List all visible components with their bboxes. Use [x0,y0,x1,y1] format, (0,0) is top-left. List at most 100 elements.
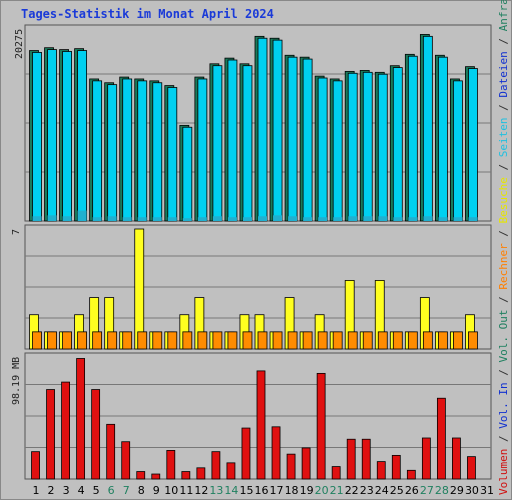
seiten-bar-2 [47,215,57,221]
dateien-bar-4 [77,50,88,222]
dateien-bar-5 [92,80,103,222]
x-label-12: 12 [194,484,208,497]
volumen-bar-6 [106,423,116,480]
volumen-bar-23 [361,438,371,480]
rechner-bar-7 [122,331,133,350]
rechner-bar-1 [32,331,42,350]
seiten-bar-7 [122,217,132,221]
seiten-bar-16 [258,216,267,221]
seiten-bar-11 [182,218,192,221]
besuche-bar-8 [134,228,145,350]
dateien-bar-23 [362,71,373,222]
x-label-2: 2 [48,484,55,497]
x-label-13: 13 [209,484,223,497]
dateien-bar-3 [62,51,72,222]
volumen-bar-2 [46,389,55,480]
seiten-bar-28 [438,217,448,221]
seiten-bar-12 [197,217,207,221]
dateien-bar-29 [453,80,463,222]
seiten-bar-15 [242,217,252,221]
rechner-bar-25 [392,331,403,350]
dateien-bar-14 [227,59,238,222]
dateien-bar-2 [47,49,57,222]
x-label-1: 1 [33,484,40,497]
volumen-bar-7 [121,441,131,480]
volumen-bar-8 [136,471,146,480]
rechner-bar-3 [62,331,72,350]
x-label-24: 24 [375,484,389,497]
x-label-16: 16 [255,484,269,497]
rechner-bar-9 [152,331,163,350]
x-label-8: 8 [138,484,145,497]
seiten-bar-29 [453,217,463,221]
rechner-bar-2 [47,331,57,350]
volumen-bar-11 [181,471,191,480]
x-label-6: 6 [108,484,115,497]
volumen-bar-24 [376,461,386,480]
volumen-bar-16 [256,370,266,480]
volumen-bar-20 [316,372,326,480]
volumen-bar-5 [91,389,101,480]
volumen-bar-25 [391,454,401,480]
rechner-bar-11 [182,331,193,350]
rechner-bar-5 [92,331,103,350]
dateien-bar-26 [407,55,418,222]
x-label-28: 28 [435,484,449,497]
dateien-bar-11 [182,126,193,222]
x-label-19: 19 [300,484,314,497]
volumen-bar-26 [406,469,416,480]
x-label-4: 4 [78,484,85,497]
rechner-bar-18 [287,331,298,350]
seiten-bar-22 [348,216,358,221]
seiten-bar-1 [32,216,42,221]
rechner-bar-4 [77,331,88,350]
seiten-bar-18 [288,216,298,221]
volumen-bar-4 [76,358,86,480]
seiten-bar-26 [408,217,418,221]
rechner-bar-15 [242,331,253,350]
seiten-bar-19 [303,217,313,221]
rechner-bar-26 [407,331,418,350]
dateien-bar-30 [468,68,478,222]
volumen-bar-14 [226,462,236,480]
seiten-bar-14 [227,217,237,221]
rechner-bar-20 [317,331,328,350]
seiten-bar-8 [137,217,147,221]
x-label-20: 20 [315,484,329,497]
rechner-bar-23 [362,331,373,350]
volumen-bar-1 [31,451,40,480]
seiten-bar-3 [62,216,72,221]
rechner-bar-16 [257,331,268,350]
x-label-14: 14 [224,484,238,497]
rechner-bar-13 [212,331,223,350]
x-label-3: 3 [63,484,70,497]
x-label-29: 29 [450,484,464,497]
seiten-bar-9 [152,217,162,221]
rechner-bar-14 [227,331,238,350]
dateien-bar-16 [257,37,268,222]
dateien-bar-20 [317,77,328,222]
volumen-bar-22 [346,438,356,480]
x-label-10: 10 [164,484,178,497]
dateien-bar-1 [32,52,42,222]
x-label-31: 31 [480,484,494,497]
seiten-bar-23 [363,216,373,221]
rechner-bar-27 [422,331,433,350]
dateien-bar-21 [332,80,343,222]
rechner-bar-17 [272,331,283,350]
seiten-bar-25 [393,217,403,221]
seiten-bar-6 [107,216,117,221]
dateien-bar-25 [392,67,403,222]
x-label-26: 26 [405,484,419,497]
x-label-5: 5 [93,484,100,497]
dateien-bar-27 [422,35,433,222]
dateien-bar-6 [107,84,118,222]
seiten-bar-5 [92,217,102,221]
volumen-bar-29 [452,437,461,480]
x-label-15: 15 [239,484,253,497]
seiten-bar-17 [273,215,283,221]
x-label-22: 22 [345,484,359,497]
seiten-bar-27 [423,216,433,221]
volumen-bar-18 [286,453,296,480]
